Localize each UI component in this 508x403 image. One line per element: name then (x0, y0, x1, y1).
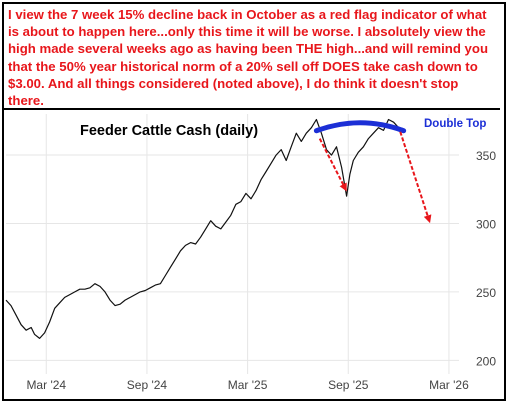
decline-arrow-1 (318, 138, 347, 192)
commentary-text: I view the 7 week 15% decline back in Oc… (4, 4, 500, 110)
y-tick-label: 200 (476, 354, 496, 368)
x-tick-label: Mar '25 (228, 378, 268, 392)
decline-arrow-2 (399, 131, 432, 224)
y-tick-label: 350 (476, 149, 496, 163)
series-layer (5, 118, 403, 339)
grid (6, 114, 459, 374)
annotation-layer (313, 120, 432, 224)
y-tick-label: 300 (476, 217, 496, 231)
double-top-arc (313, 120, 407, 134)
double-top-label: Double Top (424, 118, 486, 130)
x-tick-label: Mar '26 (429, 378, 469, 392)
x-tick-label: Sep '25 (328, 378, 369, 392)
price-series-line (5, 118, 403, 339)
x-tick-label: Mar '24 (26, 378, 66, 392)
y-tick-label: 250 (476, 286, 496, 300)
chart-title: Feeder Cattle Cash (daily) (80, 123, 258, 139)
x-tick-label: Sep '24 (127, 378, 168, 392)
axis-ticks: 200 250 300 350 Mar '24 Sep '24 Mar '25 Sep '25… (26, 149, 496, 392)
price-chart: 200 250 300 350 Mar '24 Sep '24 Mar '25 Sep '25… (5, 114, 496, 392)
